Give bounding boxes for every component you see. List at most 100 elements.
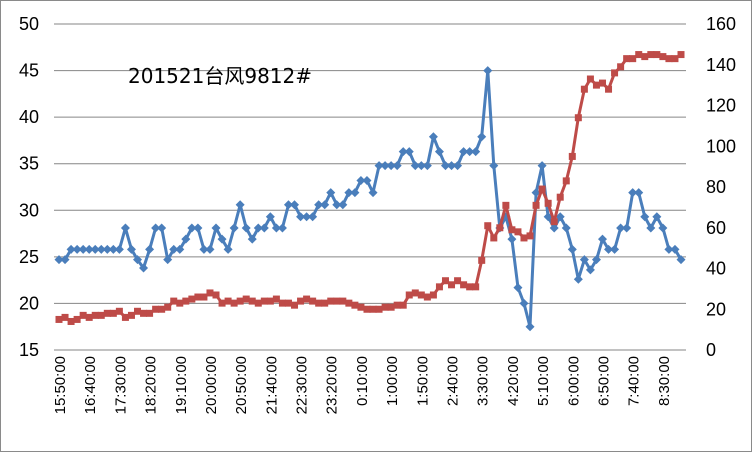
data-point: [308, 212, 318, 222]
data-point: [465, 147, 475, 157]
data-point: [647, 51, 655, 59]
series-line: [59, 69, 683, 329]
data-point: [102, 244, 112, 254]
data-point: [447, 161, 457, 171]
data-point: [428, 132, 438, 142]
data-point: [556, 193, 564, 201]
data-point: [664, 244, 674, 254]
data-point: [483, 66, 493, 76]
data-point: [586, 75, 594, 83]
data-point: [605, 85, 613, 93]
data-point: [392, 161, 402, 171]
data-point: [411, 289, 419, 297]
data-point: [212, 291, 220, 299]
data-point: [127, 311, 135, 319]
data-point: [519, 298, 529, 308]
series-layer: [54, 51, 686, 332]
data-point: [659, 53, 667, 61]
left-tick-label: 50: [19, 14, 39, 34]
data-point: [175, 244, 185, 254]
data-point: [271, 223, 281, 233]
data-point: [206, 289, 214, 297]
data-point: [374, 161, 384, 171]
data-point: [507, 234, 517, 244]
data-point: [387, 303, 395, 311]
data-point: [368, 188, 378, 198]
left-tick-label: 30: [19, 200, 39, 220]
data-point: [284, 299, 292, 307]
data-point: [345, 299, 353, 307]
data-point: [84, 244, 94, 254]
x-tick-label: 21:40:00: [263, 356, 280, 414]
x-tick-label: 23:20:00: [324, 356, 341, 414]
data-point: [526, 232, 534, 240]
data-point: [338, 200, 348, 210]
x-tick-label: 18:20:00: [143, 356, 160, 414]
data-point: [182, 297, 190, 305]
data-point: [544, 199, 552, 207]
data-point: [597, 234, 607, 244]
data-point: [508, 226, 516, 234]
data-point: [617, 63, 625, 71]
data-point: [265, 212, 275, 222]
data-point: [320, 200, 330, 210]
data-point: [242, 295, 250, 303]
data-point: [478, 256, 486, 264]
data-point: [362, 175, 372, 185]
data-point: [85, 313, 93, 321]
data-point: [296, 212, 306, 222]
x-tick-label: 15:50:00: [52, 356, 69, 414]
x-tick-label: 5:10:00: [535, 356, 552, 406]
data-point: [194, 293, 202, 301]
data-point: [224, 297, 232, 305]
data-point: [126, 244, 136, 254]
data-point: [350, 188, 360, 198]
x-tick-label: 8:30:00: [656, 356, 673, 406]
data-point: [327, 297, 335, 305]
data-point: [157, 223, 167, 233]
data-point: [616, 223, 626, 233]
data-point: [561, 223, 571, 233]
data-point: [120, 223, 130, 233]
data-point: [658, 223, 668, 233]
data-point: [121, 313, 129, 321]
data-point: [477, 132, 487, 142]
data-point: [61, 313, 69, 321]
data-point: [460, 281, 468, 289]
left-tick-label: 40: [19, 107, 39, 127]
data-point: [496, 224, 504, 232]
data-point: [78, 244, 88, 254]
data-point: [332, 200, 342, 210]
x-tick-label: 16:40:00: [82, 356, 99, 414]
data-point: [140, 309, 148, 317]
x-tick-label: 6:00:00: [565, 356, 582, 406]
right-tick-label: 60: [706, 218, 726, 238]
data-point: [537, 161, 547, 171]
x-tick-label: 20:00:00: [203, 356, 220, 414]
left-tick-label: 45: [19, 61, 39, 81]
data-point: [676, 255, 686, 265]
data-point: [579, 255, 589, 265]
data-point: [356, 175, 366, 185]
data-point: [108, 244, 118, 254]
data-point: [671, 55, 679, 63]
data-point: [423, 293, 431, 301]
data-point: [235, 200, 245, 210]
data-point: [514, 228, 522, 236]
data-point: [592, 81, 600, 89]
data-point: [187, 223, 197, 233]
right-tick-label: 80: [706, 177, 726, 197]
data-point: [229, 223, 239, 233]
data-point: [326, 188, 336, 198]
data-point: [277, 223, 287, 233]
data-point: [640, 212, 650, 222]
data-point: [96, 244, 106, 254]
data-point: [278, 299, 286, 307]
data-point: [441, 277, 449, 285]
series-1: [54, 66, 686, 332]
data-point: [309, 297, 317, 305]
data-point: [134, 307, 142, 315]
data-point: [386, 161, 396, 171]
left-tick-label: 20: [19, 293, 39, 313]
